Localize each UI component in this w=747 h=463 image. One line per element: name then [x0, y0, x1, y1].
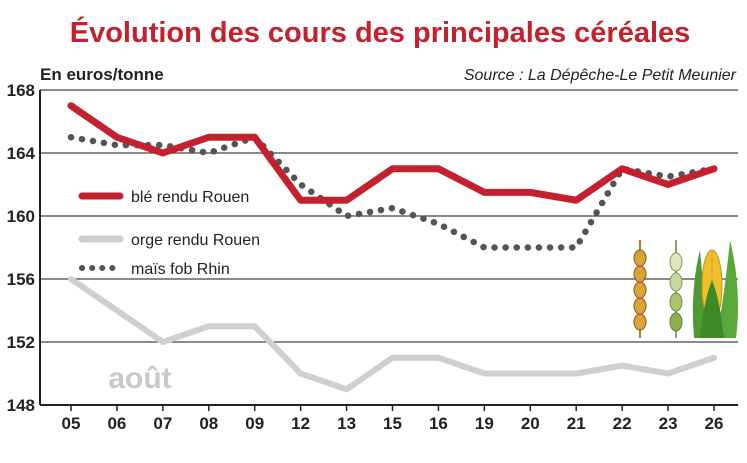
chart-title: Évolution des cours des principales céré… [70, 15, 691, 49]
x-tick-label: 20 [521, 414, 540, 433]
x-tick-label: 26 [705, 414, 724, 433]
y-tick-label: 164 [7, 144, 36, 163]
legend-label: blé rendu Rouen [131, 189, 249, 206]
x-tick-label: 12 [291, 414, 310, 433]
x-tick-label: 06 [107, 414, 126, 433]
y-tick-label: 160 [7, 207, 35, 226]
x-tick-label: 09 [245, 414, 264, 433]
month-label: août [108, 362, 171, 395]
x-tick-label: 22 [613, 414, 632, 433]
legend-label: orge rendu Rouen [131, 232, 260, 249]
y-tick-label: 152 [7, 333, 35, 352]
y-axis-ticks: 168 164 160 156 152 148 [7, 81, 36, 415]
x-tick-label: 05 [62, 414, 81, 433]
x-axis-ticks: 05 06 07 08 09 12 13 15 16 19 20 21 22 23 26 [62, 405, 724, 433]
source-label: Source : La Dépêche-Le Petit Meunier [464, 67, 737, 84]
barley-illustration [669, 240, 683, 338]
corn-illustration [692, 240, 738, 338]
y-tick-label: 148 [7, 396, 35, 415]
x-tick-label: 13 [337, 414, 356, 433]
x-tick-label: 07 [153, 414, 172, 433]
y-tick-label: 156 [7, 270, 35, 289]
x-tick-label: 15 [383, 414, 402, 433]
x-tick-label: 23 [659, 414, 678, 433]
series-line [68, 276, 717, 393]
x-tick-label: 08 [199, 414, 218, 433]
legend: blé rendu Rouen orge rendu Rouen maïs fob … [78, 189, 260, 278]
x-tick-label: 19 [475, 414, 494, 433]
y-axis-unit-label: En euros/tonne [40, 65, 164, 84]
x-tick-label: 21 [567, 414, 586, 433]
series-line [67, 102, 718, 204]
legend-label: maïs fob Rhin [131, 261, 230, 278]
y-tick-label: 168 [7, 81, 35, 100]
series-lines [67, 102, 718, 393]
wheat-illustration [633, 240, 647, 338]
x-tick-label: 16 [429, 414, 448, 433]
